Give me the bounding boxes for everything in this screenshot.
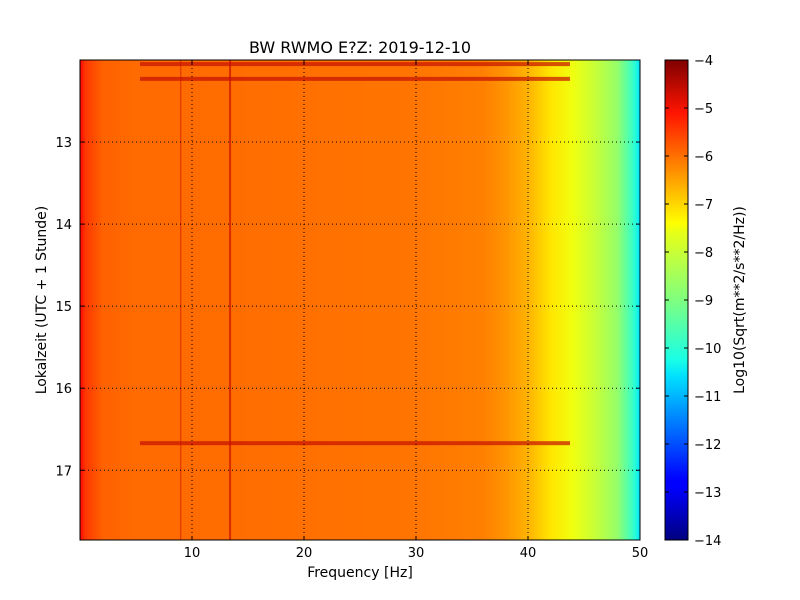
y-tick-label: 13 [55,136,72,151]
colorbar-tick-label: −12 [694,438,721,453]
colorbar-tick-label: −7 [694,198,713,213]
broadband-event [140,62,570,67]
colorbar-tick-label: −8 [694,246,713,261]
y-tick-label: 16 [55,382,72,397]
x-tick-label: 20 [296,546,313,561]
x-axis-ticks: 10 20 30 40 50 [184,60,649,561]
y-axis-ticks: 13 14 15 16 17 [55,136,640,479]
colorbar-tick-label: −11 [694,390,721,405]
chart-title: BW RWMO E?Z: 2019-12-10 [249,38,471,57]
colorbar: −4 −5 −6 −7 −8 −9 −10 −11 −12 −13 −14 [664,54,721,549]
colorbar-tick-label: −5 [694,102,713,117]
grid-lines [80,60,640,540]
y-tick-label: 17 [55,464,72,479]
spectrogram-image [80,60,640,540]
y-tick-label: 14 [55,218,72,233]
broadband-event [140,76,570,81]
x-tick-label: 30 [408,546,425,561]
spectrogram-plot [80,60,640,540]
y-axis-label: Lokalzeit (UTC + 1 Stunde) [34,206,50,395]
colorbar-tick-label: −10 [694,342,721,357]
colorbar-tick-label: −9 [694,294,713,309]
x-tick-label: 50 [632,546,649,561]
colorbar-tick-label: −4 [694,54,713,69]
spectrogram-features [140,60,570,540]
broadband-event [140,441,570,446]
x-tick-label: 10 [184,546,201,561]
colorbar-label: Log10(Sqrt(m**2/s**2/Hz)) [732,206,748,394]
colorbar-tick-label: −6 [694,150,713,165]
colorbar-ticks: −4 −5 −6 −7 −8 −9 −10 −11 −12 −13 −14 [665,54,721,549]
x-axis-label: Frequency [Hz] [307,565,413,581]
y-tick-label: 15 [55,300,72,315]
colorbar-gradient [665,60,688,540]
x-tick-label: 40 [520,546,537,561]
colorbar-tick-label: −13 [694,486,721,501]
colorbar-tick-label: −14 [694,534,721,549]
plot-frame [79,59,641,541]
